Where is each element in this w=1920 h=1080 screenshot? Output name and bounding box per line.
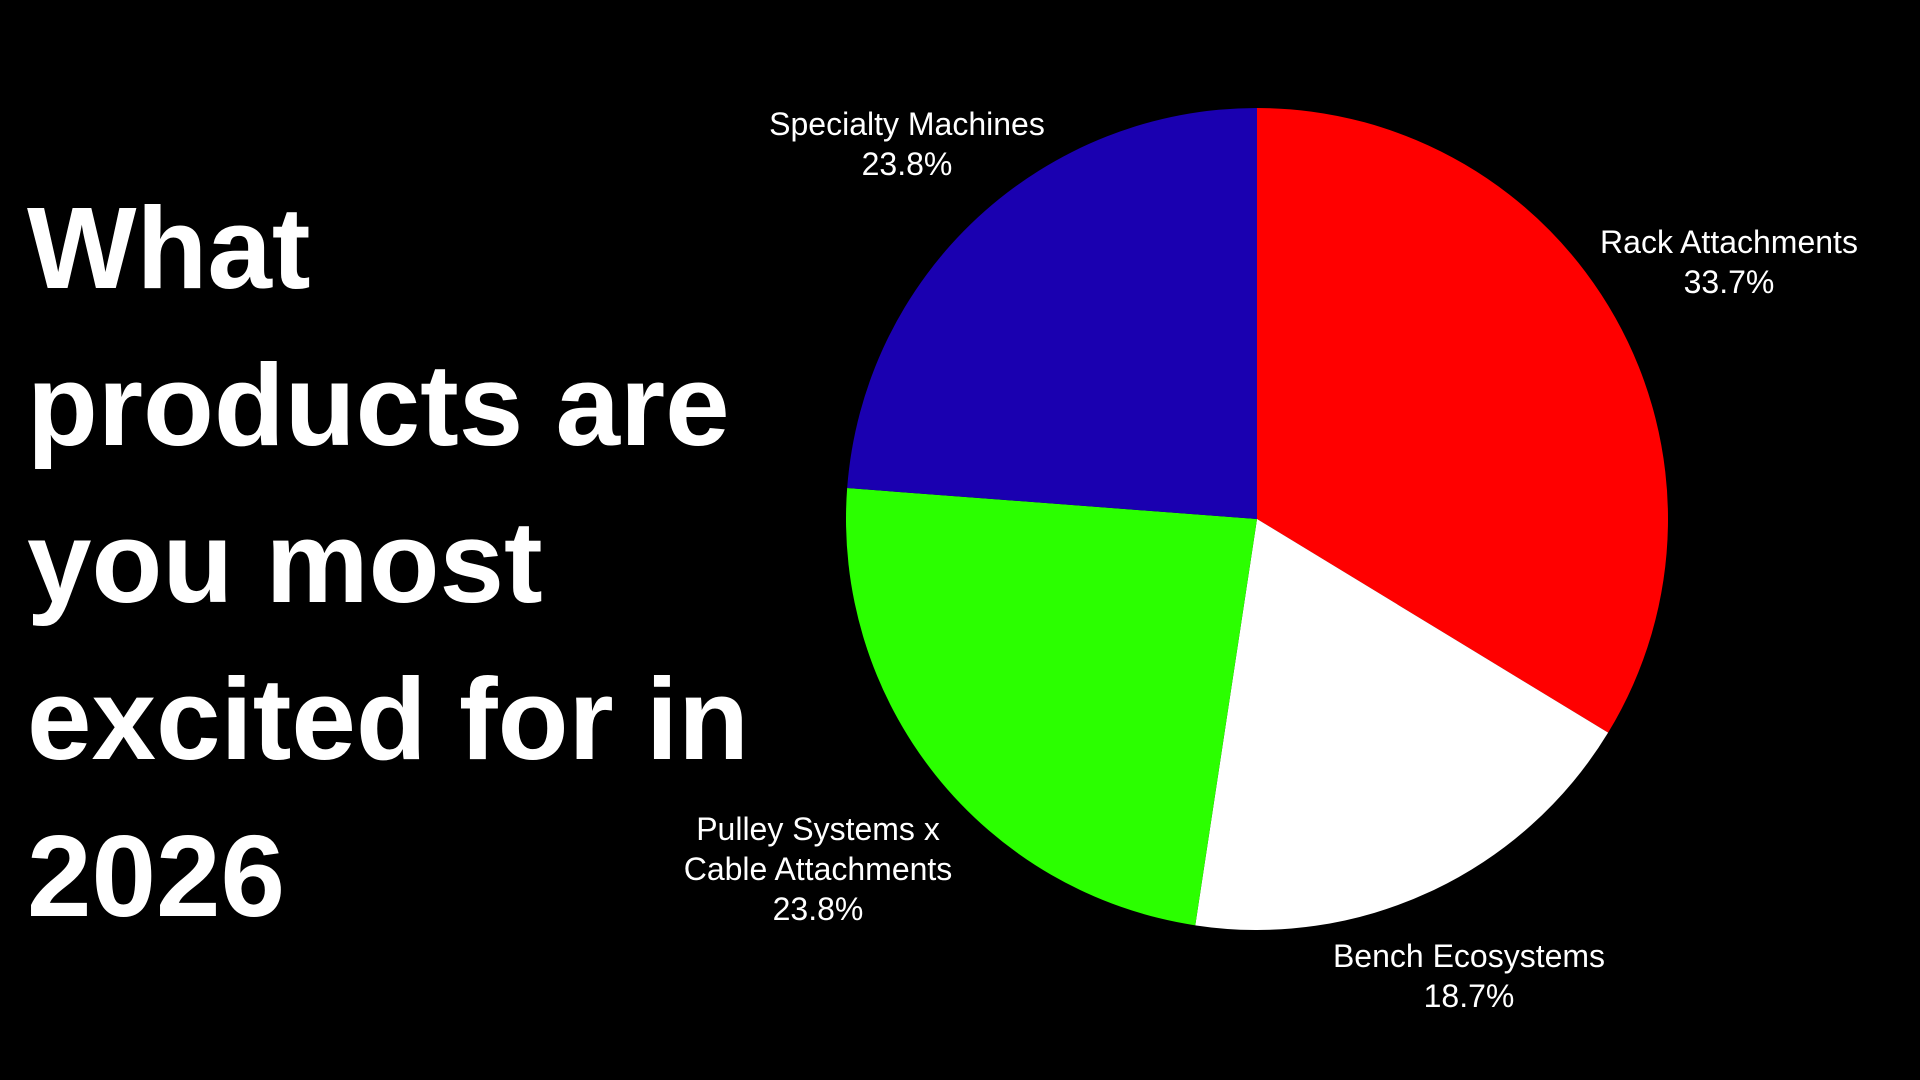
chart-title: What products are you most excited for i…: [27, 183, 749, 941]
category-label: Pulley Systems x Cable Attachments: [683, 811, 953, 887]
slice-label: Rack Attachments 33.7%: [1574, 222, 1884, 302]
slice-label: Pulley Systems x Cable Attachments 23.8%: [663, 809, 973, 929]
slice-label: Bench Ecosystems 18.7%: [1314, 936, 1624, 1016]
pie-slice: [846, 488, 1257, 926]
pie-slice: [1195, 519, 1609, 930]
pie-slice: [1257, 108, 1668, 733]
pie-slice: [847, 108, 1257, 519]
value-label: 18.7%: [1423, 978, 1515, 1014]
category-label: Rack Attachments: [1600, 224, 1858, 260]
slice-label: Specialty Machines 23.8%: [752, 104, 1062, 184]
category-label: Specialty Machines: [769, 106, 1045, 142]
category-label: Bench Ecosystems: [1332, 938, 1606, 974]
value-label: 33.7%: [1683, 264, 1775, 300]
value-label: 23.8%: [861, 146, 953, 182]
value-label: 23.8%: [772, 891, 864, 927]
